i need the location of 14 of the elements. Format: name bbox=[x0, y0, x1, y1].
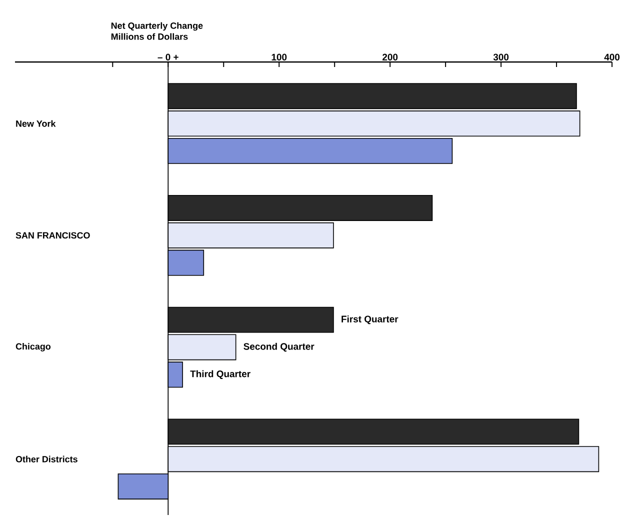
y-tick-label: Chicago bbox=[16, 343, 51, 352]
series-label: Third Quarter bbox=[190, 370, 250, 379]
x-tick-label: 400 bbox=[604, 54, 620, 60]
x-tick-label: 300 bbox=[493, 54, 509, 60]
x-tick-label: 200 bbox=[382, 54, 398, 60]
series-label: First Quarter bbox=[342, 315, 398, 324]
x-tick-label: 100 bbox=[272, 54, 287, 60]
y-tick-label: SAN FRANCISCO bbox=[16, 232, 90, 239]
y-tick-label: Other Districts bbox=[16, 456, 78, 462]
series-label: Second Quarter bbox=[244, 342, 314, 352]
y-tick-label: New York bbox=[16, 120, 56, 127]
x-tick-label: – 0 + bbox=[158, 54, 178, 60]
chart-subtitle: Millions of Dollars bbox=[111, 33, 188, 40]
chart-title: Net Quarterly Change bbox=[111, 22, 203, 31]
